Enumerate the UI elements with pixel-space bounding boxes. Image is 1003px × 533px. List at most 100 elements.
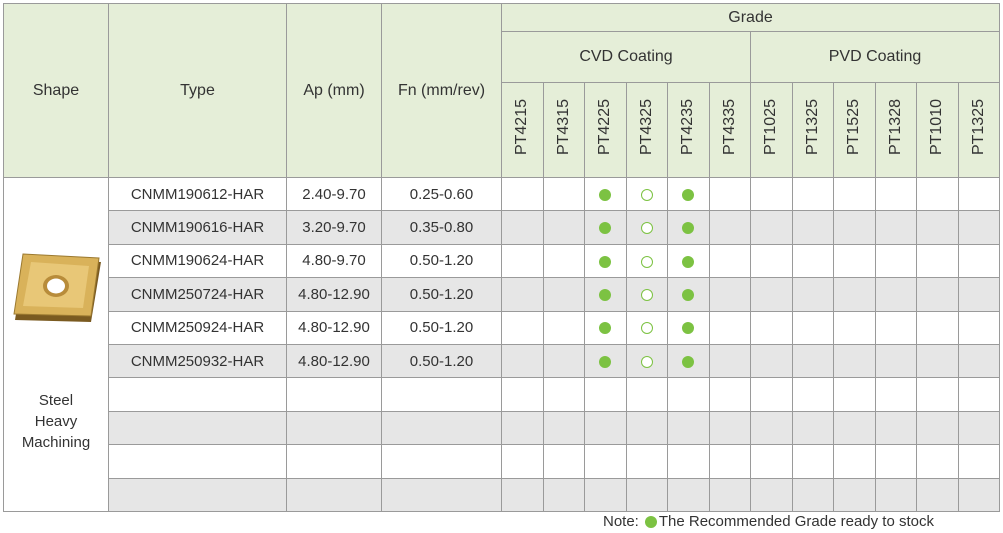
data-row: Steel Heavy Machining CNMM190612-HAR 2.40-9.… xyxy=(3,176,1000,512)
grade-mark-cell xyxy=(791,243,834,279)
cell: 2.40-9.70 xyxy=(286,176,382,212)
shape-cell: Steel Heavy Machining xyxy=(3,177,109,512)
grade-mark-cell xyxy=(916,176,959,212)
grade-mark-cell xyxy=(501,210,544,245)
grade-mark-cell xyxy=(916,343,959,379)
cell xyxy=(286,377,382,412)
grade-mark-cell xyxy=(667,310,710,345)
grade-mark-cell xyxy=(708,410,751,446)
grade-cell: PT4225 xyxy=(584,82,627,178)
grade-mark-cell xyxy=(957,243,1000,279)
grade-cell: PT1525 xyxy=(833,82,876,178)
grade-mark-cell xyxy=(708,377,751,412)
grade-cell: PT1325 xyxy=(791,82,834,178)
grade-dot xyxy=(640,188,653,201)
cell xyxy=(381,377,502,412)
cell: 4.80-12.90 xyxy=(286,277,382,312)
grade-dot xyxy=(640,255,653,268)
group-cell: CVD Coating xyxy=(501,31,751,83)
grade-label: PT4335 xyxy=(720,99,738,156)
data-row: CNMM190616-HAR 3.20-9.70 0.35-0.80 xyxy=(4,210,1000,245)
data-row xyxy=(4,377,1000,412)
grade-dot xyxy=(599,288,612,301)
grade-mark-cell xyxy=(501,277,544,312)
grade-mark-cell xyxy=(584,277,627,312)
grade-label: PT1328 xyxy=(886,99,904,156)
grade-mark-cell xyxy=(625,444,668,479)
grade-dot xyxy=(640,355,653,368)
grade-mark-cell xyxy=(957,343,1000,379)
grade-mark-cell xyxy=(791,444,834,479)
grade-cell: PT1010 xyxy=(916,82,959,178)
grade-label: PT1325 xyxy=(803,99,821,156)
grade-mark-cell xyxy=(584,410,627,446)
note-prefix: Note: xyxy=(603,513,639,530)
grade-mark-cell xyxy=(957,410,1000,446)
grade-mark-cell xyxy=(750,243,793,279)
grade-table: Shape Type Ap (mm) Fn (mm/rev) Grade CVD Coat… xyxy=(3,3,1000,512)
insert-icon xyxy=(13,253,101,322)
grade-mark-cell xyxy=(501,243,544,279)
grade-mark-cell xyxy=(584,444,627,479)
grade-mark-cell xyxy=(957,444,1000,479)
grade-dot xyxy=(682,355,695,368)
cell: 0.50-1.20 xyxy=(381,343,502,379)
grade-cell: PT4335 xyxy=(708,82,751,178)
grade-mark-cell xyxy=(667,444,710,479)
grade-mark-cell xyxy=(542,343,585,379)
grade-mark-cell xyxy=(916,444,959,479)
grade-mark-cell xyxy=(791,343,834,379)
grade-mark-cell xyxy=(833,310,876,345)
grade-mark-cell xyxy=(501,343,544,379)
grade-cell: PT4325 xyxy=(625,82,668,178)
grade-mark-cell xyxy=(501,477,544,512)
grade-dot xyxy=(599,355,612,368)
grade-mark-cell xyxy=(750,210,793,245)
grade-mark-cell xyxy=(791,310,834,345)
grade-dot xyxy=(599,188,612,201)
data-row: CNMM190624-HAR 4.80-9.70 0.50-1.20 xyxy=(4,243,1000,279)
grade-mark-cell xyxy=(750,310,793,345)
grade-mark-cell xyxy=(584,377,627,412)
grade-mark-cell xyxy=(916,277,959,312)
grade-mark-cell xyxy=(667,176,710,212)
grade-mark-cell xyxy=(708,343,751,379)
header-cell: Ap (mm) xyxy=(286,3,382,178)
data-row xyxy=(4,477,1000,512)
grade-mark-cell xyxy=(501,377,544,412)
cell xyxy=(108,444,287,479)
cell xyxy=(286,444,382,479)
cell xyxy=(108,477,287,512)
grade-mark-cell xyxy=(625,343,668,379)
grade-mark-cell xyxy=(833,477,876,512)
grade-mark-cell xyxy=(625,176,668,212)
grade-mark-cell xyxy=(874,377,917,412)
grade-mark-cell xyxy=(791,377,834,412)
grade-mark-cell xyxy=(957,210,1000,245)
cell: CNMM250924-HAR xyxy=(108,310,287,345)
grade-mark-cell xyxy=(542,243,585,279)
grade-mark-cell xyxy=(791,277,834,312)
grade-mark-cell xyxy=(501,444,544,479)
shape-label-line: Steel xyxy=(38,392,74,409)
grade-mark-cell xyxy=(916,377,959,412)
cell: CNMM190624-HAR xyxy=(108,243,287,279)
grade-mark-cell xyxy=(916,477,959,512)
grade-mark-cell xyxy=(708,176,751,212)
grade-mark-cell xyxy=(708,310,751,345)
grade-label: PT4225 xyxy=(596,99,614,156)
cell xyxy=(381,410,502,446)
grade-mark-cell xyxy=(750,343,793,379)
cell: CNMM190612-HAR xyxy=(108,176,287,212)
grade-mark-cell xyxy=(750,377,793,412)
cell: 0.50-1.20 xyxy=(381,310,502,345)
grade-cell: PT4215 xyxy=(501,82,544,178)
header-row: CVD Coating PVD Coating xyxy=(4,31,1000,83)
grade-cell: PT1328 xyxy=(874,82,917,178)
grade-dot xyxy=(599,322,612,335)
grade-mark-cell xyxy=(708,210,751,245)
grade-mark-cell xyxy=(874,444,917,479)
cell: CNMM250724-HAR xyxy=(108,277,287,312)
grade-mark-cell xyxy=(874,277,917,312)
